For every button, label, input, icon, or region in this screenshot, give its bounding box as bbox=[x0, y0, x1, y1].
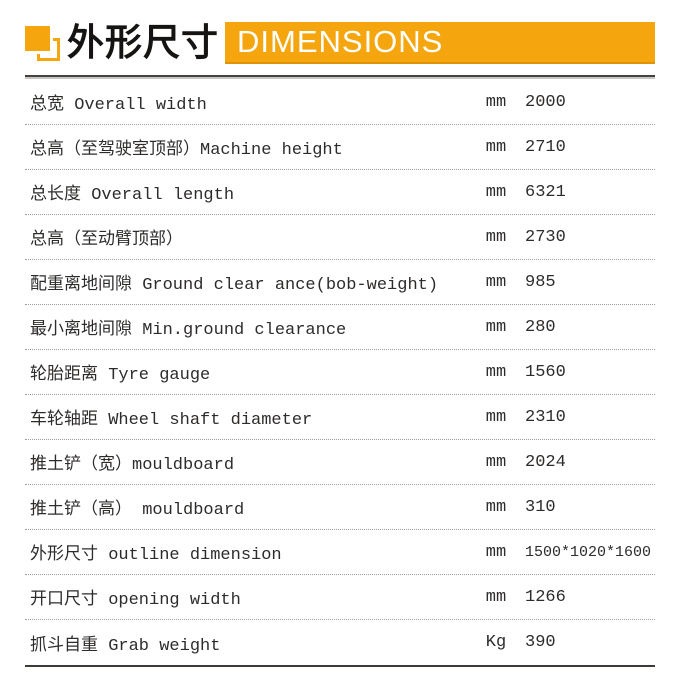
spec-label: 总高（至动臂顶部） bbox=[30, 231, 183, 250]
header-divider bbox=[25, 75, 655, 77]
section-title-en: DIMENSIONS bbox=[237, 24, 444, 59]
spec-unit: Kg bbox=[485, 633, 507, 652]
table-row: 开口尺寸 opening width mm 1266 bbox=[25, 575, 655, 620]
dimensions-table: 总宽 Overall width mm 2000 总高（至驾驶室顶部）Machi… bbox=[25, 80, 655, 665]
spec-label: 推土铲（高） mouldboard bbox=[30, 501, 245, 520]
table-row: 外形尺寸 outline dimension mm 1500*1020*1600 bbox=[25, 530, 655, 575]
table-row: 总长度 Overall length mm 6321 bbox=[25, 170, 655, 215]
spec-value: 1500*1020*1600 bbox=[525, 543, 652, 561]
table-row: 配重离地间隙 Ground clear ance(bob-weight) mm … bbox=[25, 260, 655, 305]
table-bottom-divider bbox=[25, 665, 655, 667]
spec-label: 总高（至驾驶室顶部）Machine height bbox=[30, 141, 343, 160]
table-row: 抓斗自重 Grab weight Kg 390 bbox=[25, 620, 655, 665]
spec-unit: mm bbox=[485, 452, 507, 472]
spec-value: 2310 bbox=[525, 407, 566, 427]
spec-value: 2730 bbox=[525, 227, 566, 247]
spec-label: 轮胎距离 Tyre gauge bbox=[30, 366, 211, 385]
spec-value: 390 bbox=[525, 633, 556, 652]
spec-value: 1266 bbox=[525, 587, 566, 607]
overlapping-squares-icon bbox=[25, 24, 61, 62]
section-header: 外形尺寸 DIMENSIONS bbox=[25, 20, 655, 66]
spec-unit: mm bbox=[485, 542, 507, 562]
table-row: 推土铲（宽）mouldboard mm 2024 bbox=[25, 440, 655, 485]
spec-label: 配重离地间隙 Ground clear ance(bob-weight) bbox=[30, 276, 439, 295]
section-banner: DIMENSIONS bbox=[225, 22, 655, 64]
spec-value: 6321 bbox=[525, 182, 566, 202]
spec-value: 1560 bbox=[525, 362, 566, 382]
table-row: 推土铲（高） mouldboard mm 310 bbox=[25, 485, 655, 530]
spec-value: 310 bbox=[525, 497, 556, 517]
spec-label: 抓斗自重 Grab weight bbox=[30, 636, 221, 656]
spec-unit: mm bbox=[485, 587, 507, 607]
spec-label: 总长度 Overall length bbox=[30, 186, 235, 205]
spec-unit: mm bbox=[485, 137, 507, 157]
spec-value: 2024 bbox=[525, 452, 566, 472]
spec-label: 最小离地间隙 Min.ground clearance bbox=[30, 321, 347, 340]
table-row: 车轮轴距 Wheel shaft diameter mm 2310 bbox=[25, 395, 655, 440]
table-row: 总高（至驾驶室顶部）Machine height mm 2710 bbox=[25, 125, 655, 170]
spec-value: 280 bbox=[525, 317, 556, 337]
table-row: 轮胎距离 Tyre gauge mm 1560 bbox=[25, 350, 655, 395]
spec-unit: mm bbox=[485, 317, 507, 337]
spec-unit: mm bbox=[485, 272, 507, 292]
spec-label: 开口尺寸 opening width bbox=[30, 591, 241, 610]
spec-label: 总宽 Overall width bbox=[30, 96, 207, 115]
spec-unit: mm bbox=[485, 92, 507, 112]
spec-value: 2000 bbox=[525, 92, 566, 112]
spec-label: 车轮轴距 Wheel shaft diameter bbox=[30, 411, 313, 430]
spec-unit: mm bbox=[485, 407, 507, 427]
square-fill bbox=[25, 26, 53, 54]
table-row: 总宽 Overall width mm 2000 bbox=[25, 80, 655, 125]
spec-unit: mm bbox=[485, 497, 507, 517]
spec-unit: mm bbox=[485, 227, 507, 247]
section-title-cn: 外形尺寸 bbox=[67, 21, 219, 64]
spec-label: 外形尺寸 outline dimension bbox=[30, 546, 282, 565]
spec-unit: mm bbox=[485, 362, 507, 382]
spec-value: 2710 bbox=[525, 137, 566, 157]
spec-value: 985 bbox=[525, 272, 556, 292]
table-row: 最小离地间隙 Min.ground clearance mm 280 bbox=[25, 305, 655, 350]
table-row: 总高（至动臂顶部） mm 2730 bbox=[25, 215, 655, 260]
spec-label: 推土铲（宽）mouldboard bbox=[30, 456, 235, 475]
spec-unit: mm bbox=[485, 182, 507, 202]
